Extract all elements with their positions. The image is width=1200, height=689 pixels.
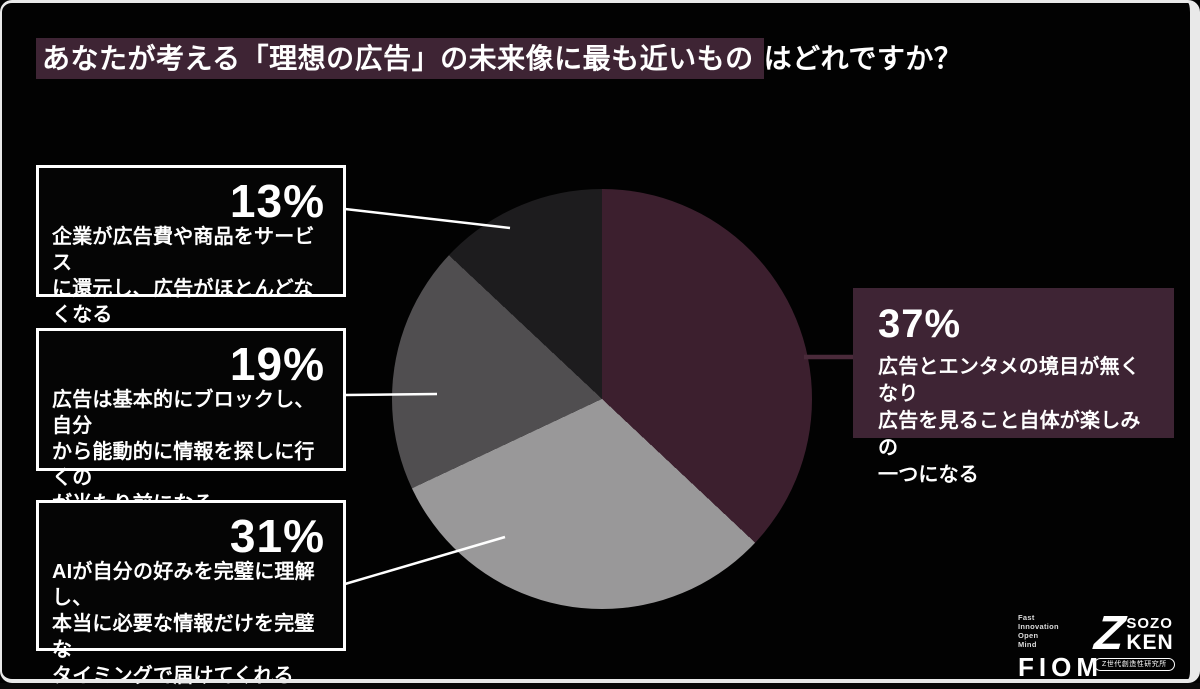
fiom-logo-words: Fast Innovation Open Mind <box>1018 613 1059 649</box>
page-title-tail: はどれですか？ <box>763 43 963 74</box>
callout-box-31: 31% AIが自分の好みを完璧に理解し、 本当に必要な情報だけを完璧な タイミン… <box>36 500 346 687</box>
callout-13-description: 企業が広告費や商品をサービス に還元し、広告がほとんどなくなる <box>52 226 315 326</box>
page-title-highlighted: あなたが考える「理想の広告」の未来像に最も近いもの <box>36 38 764 79</box>
callout-31-percent: 31% <box>229 510 325 562</box>
callout-31-description: AIが自分の好みを完璧に理解し、 本当に必要な情報だけを完璧な タイミングで届け… <box>52 561 315 687</box>
sozoken-logo-ken: KEN <box>1126 630 1174 654</box>
fiom-logo-mark: FIOM <box>1018 652 1103 682</box>
callout-box-37: 37% 広告とエンタメの境目が無くなり 広告を見ること自体が楽しみの 一つになる <box>853 288 1174 486</box>
callout-37-description: 広告とエンタメの境目が無くなり 広告を見ること自体が楽しみの 一つになる <box>878 356 1141 486</box>
sozoken-logo: Z SOZO KEN Z世代創造性研究所 <box>1092 607 1175 671</box>
callout-37-percent: 37% <box>878 302 962 346</box>
callout-box-19: 19% 広告は基本的にブロックし、自分 から能動的に情報を探しに行くの が当たり… <box>36 328 346 515</box>
callout-19-percent: 19% <box>229 338 325 390</box>
callout-19-description: 広告は基本的にブロックし、自分 から能動的に情報を探しに行くの が当たり前になる <box>52 389 315 515</box>
sozoken-badge: Z世代創造性研究所 <box>1094 658 1175 671</box>
pie-chart <box>392 189 812 609</box>
callout-13-percent: 13% <box>229 175 325 227</box>
callout-box-13: 13% 企業が広告費や商品をサービス に還元し、広告がほとんどなくなる <box>36 165 346 326</box>
fiom-logo: Fast Innovation Open Mind FIOM <box>1018 613 1103 683</box>
sozoken-z-icon: Z <box>1092 607 1128 660</box>
page-title: あなたが考える「理想の広告」の未来像に最も近いもの はどれですか？ <box>36 38 963 79</box>
sozoken-logo-sozo: SOZO <box>1126 614 1173 632</box>
